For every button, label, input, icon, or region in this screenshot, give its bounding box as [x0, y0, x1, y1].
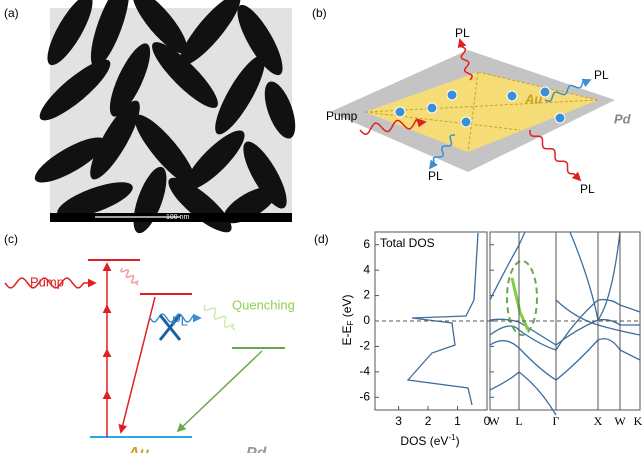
panel-label: (d) [314, 232, 329, 246]
dos-curve [408, 233, 478, 405]
y-tick-label: -6 [359, 389, 370, 403]
pd-label: Pd [614, 111, 632, 126]
panel-label: (c) [4, 232, 18, 246]
pump-arrows [107, 264, 155, 437]
pump-label: Pump [30, 274, 64, 289]
k-label: X [594, 414, 603, 428]
electron [447, 90, 457, 100]
panel-label: (a) [4, 6, 19, 20]
y-tick-label: 2 [363, 288, 370, 302]
y-axis-label: E-EF (eV) [340, 295, 355, 346]
dos-title: Total DOS [380, 236, 435, 250]
y-tick-label: 4 [363, 262, 370, 276]
x-axis-label: DOS (eV-1) [400, 433, 459, 448]
bands [490, 232, 640, 415]
pl-label: PL [172, 313, 188, 328]
wave [121, 268, 138, 285]
y-tick-label: 0 [363, 313, 370, 327]
pl-label: PL [594, 68, 609, 82]
panel-label: (b) [312, 6, 327, 20]
au-label: Au [127, 445, 150, 453]
k-label: Γ [553, 414, 560, 428]
y-label-part: E-E [340, 325, 354, 345]
quenching-label: Quenching [232, 297, 295, 312]
electron [427, 103, 437, 113]
x-tick-label: 1 [454, 414, 461, 428]
scale-label: 100 nm [166, 214, 190, 221]
au-label: Au [524, 91, 542, 106]
pump-label: Pump [326, 109, 358, 123]
electron [555, 113, 565, 123]
x-label-part: ) [456, 434, 460, 448]
electron [461, 117, 471, 127]
electron [395, 107, 405, 117]
y-tick-label: 6 [363, 237, 370, 251]
plot-d [375, 232, 640, 415]
y-tick-label: -4 [359, 364, 370, 378]
x-tick-label: 2 [425, 414, 432, 428]
figure: (a) 100 nm (b) Pump PL PL PL PL Au Pd (c… [0, 0, 644, 453]
pd-label: Pd [246, 445, 268, 453]
x-tick-label: 3 [395, 414, 402, 428]
y-label-part: (eV) [340, 295, 354, 321]
k-label: K [634, 414, 643, 428]
pl-label: PL [428, 169, 443, 183]
k-label: W [488, 414, 500, 428]
y-tick-label: -2 [359, 339, 370, 353]
wave [204, 305, 235, 330]
tem-image [29, 0, 301, 240]
pl-label: PL [455, 26, 470, 40]
x-label-part: DOS (eV [400, 434, 448, 448]
pl-label: PL [580, 182, 595, 196]
quench-arrow [178, 351, 262, 431]
k-label: L [515, 414, 522, 428]
electron [507, 91, 517, 101]
k-label: W [614, 414, 626, 428]
